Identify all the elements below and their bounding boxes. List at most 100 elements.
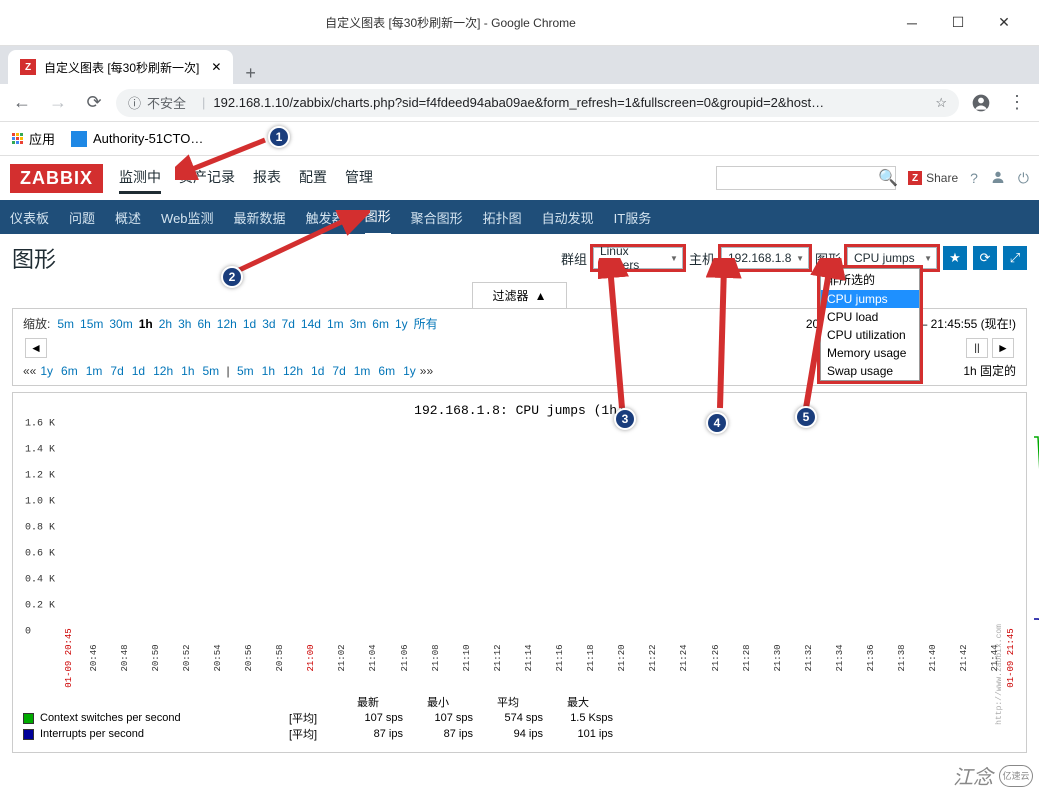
- x-axis-label: 21:28: [742, 644, 752, 671]
- time-shift-link[interactable]: 1m: [86, 364, 103, 378]
- time-left-button[interactable]: ◄: [25, 338, 47, 358]
- site-info-icon[interactable]: ⓘ: [128, 93, 141, 112]
- zoom-link[interactable]: 6m: [372, 317, 389, 331]
- subnav-item[interactable]: 拓扑图: [483, 200, 522, 235]
- topnav-item[interactable]: 报表: [253, 163, 281, 194]
- time-shift-link[interactable]: 6m: [378, 364, 395, 378]
- dropdown-option[interactable]: 非所选的: [821, 269, 919, 290]
- browser-tab-bar: Z 自定义图表 [每30秒刷新一次] ✕ +: [0, 46, 1039, 84]
- zoom-link[interactable]: 14d: [301, 317, 321, 331]
- time-shift-link[interactable]: 12h: [283, 364, 303, 378]
- topnav-item[interactable]: 监测中: [119, 163, 161, 194]
- time-shift-link[interactable]: 5m: [203, 364, 220, 378]
- subnav-item[interactable]: 触发器: [306, 200, 345, 235]
- subnav-item[interactable]: 概述: [115, 200, 141, 235]
- y-axis-label: 0.2 K: [25, 601, 55, 612]
- time-shift-link[interactable]: 1h: [181, 364, 194, 378]
- bookmark-item[interactable]: Authority-51CTO…: [71, 131, 203, 147]
- back-button[interactable]: ←: [8, 89, 36, 117]
- zoom-link[interactable]: 3m: [350, 317, 367, 331]
- zoom-link[interactable]: 所有: [414, 317, 438, 331]
- minimize-button[interactable]: ─: [889, 8, 935, 38]
- user-icon[interactable]: [990, 169, 1006, 188]
- zoom-link[interactable]: 1h: [139, 317, 153, 331]
- profile-icon[interactable]: [967, 89, 995, 117]
- time-shift-link[interactable]: 1d: [132, 364, 145, 378]
- graph-select-dropdown[interactable]: 非所选的CPU jumpsCPU loadCPU utilizationMemo…: [820, 268, 920, 381]
- subnav-item[interactable]: 问题: [69, 200, 95, 235]
- time-shift-link[interactable]: 7d: [332, 364, 345, 378]
- chrome-menu-icon[interactable]: ⋮: [1003, 89, 1031, 117]
- zabbix-search[interactable]: 🔍: [716, 166, 896, 190]
- dropdown-option[interactable]: Swap usage: [821, 362, 919, 380]
- close-window-button[interactable]: ✕: [981, 8, 1027, 38]
- subnav-item[interactable]: Web监测: [161, 200, 214, 235]
- time-shift-link: |: [223, 364, 233, 378]
- favorite-button[interactable]: ★: [943, 246, 967, 270]
- share-button[interactable]: Z Share: [908, 171, 958, 185]
- x-axis-label: 01-09 21:45: [1006, 628, 1016, 687]
- zoom-link[interactable]: 15m: [80, 317, 103, 331]
- time-shift-link[interactable]: 1y: [403, 364, 416, 378]
- zoom-link[interactable]: 6h: [197, 317, 210, 331]
- zoom-link[interactable]: 3d: [262, 317, 275, 331]
- tab-close-button[interactable]: ✕: [199, 60, 221, 74]
- zoom-link[interactable]: 30m: [109, 317, 132, 331]
- dropdown-option[interactable]: CPU utilization: [821, 326, 919, 344]
- y-axis-label: 0.4 K: [25, 575, 55, 586]
- refresh-button[interactable]: ⟳: [973, 246, 997, 270]
- time-shift-left-links: ««1y6m1m7d1d12h1h5m | 5m1h12h1d7d1m6m1y»…: [23, 364, 433, 378]
- x-axis-label: 21:44: [990, 644, 1000, 671]
- topnav-item[interactable]: 配置: [299, 163, 327, 194]
- forward-button[interactable]: →: [44, 89, 72, 117]
- subnav-item[interactable]: 自动发现: [542, 200, 594, 235]
- time-shift-link[interactable]: 1h: [262, 364, 275, 378]
- subnav-item[interactable]: IT服务: [614, 200, 652, 235]
- topnav-item[interactable]: 管理: [345, 163, 373, 194]
- time-pause-button[interactable]: ||: [966, 338, 988, 358]
- browser-tab[interactable]: Z 自定义图表 [每30秒刷新一次] ✕: [8, 50, 233, 84]
- time-right-button[interactable]: ►: [992, 338, 1014, 358]
- reload-button[interactable]: ⟳: [80, 89, 108, 117]
- dropdown-option[interactable]: Memory usage: [821, 344, 919, 362]
- time-shift-link[interactable]: 7d: [110, 364, 123, 378]
- subnav-item[interactable]: 聚合图形: [411, 200, 463, 235]
- dropdown-option[interactable]: CPU load: [821, 308, 919, 326]
- logout-icon[interactable]: ⏻: [1018, 170, 1029, 187]
- zoom-link[interactable]: 12h: [217, 317, 237, 331]
- time-shift-link[interactable]: 5m: [237, 364, 254, 378]
- search-input[interactable]: [723, 171, 878, 185]
- zoom-link[interactable]: 1m: [327, 317, 344, 331]
- x-axis-label: 21:20: [617, 644, 627, 671]
- zoom-link[interactable]: 3h: [178, 317, 191, 331]
- subnav-item[interactable]: 仪表板: [10, 200, 49, 235]
- dropdown-option[interactable]: CPU jumps: [821, 290, 919, 308]
- zabbix-logo[interactable]: ZABBIX: [10, 164, 103, 193]
- zoom-link[interactable]: 5m: [57, 317, 74, 331]
- new-tab-button[interactable]: +: [233, 63, 268, 84]
- zoom-link[interactable]: 2h: [159, 317, 172, 331]
- zoom-link[interactable]: 1y: [395, 317, 408, 331]
- time-shift-link[interactable]: 6m: [61, 364, 78, 378]
- time-shift-link[interactable]: 12h: [153, 364, 173, 378]
- topnav-item[interactable]: 资产记录: [179, 163, 235, 194]
- time-shift-link[interactable]: 1m: [354, 364, 371, 378]
- maximize-button[interactable]: ☐: [935, 8, 981, 38]
- zoom-link[interactable]: 1d: [243, 317, 256, 331]
- address-bar[interactable]: ⓘ 不安全 | 192.168.1.10/zabbix/charts.php?s…: [116, 89, 959, 117]
- apps-shortcut[interactable]: 应用: [12, 129, 55, 148]
- host-select[interactable]: 192.168.1.8: [721, 247, 809, 269]
- help-icon[interactable]: ?: [970, 170, 978, 186]
- zoom-link[interactable]: 7d: [282, 317, 295, 331]
- time-shift-link[interactable]: 1d: [311, 364, 324, 378]
- fullscreen-button[interactable]: ⤢: [1003, 246, 1027, 270]
- graph-select[interactable]: CPU jumps: [847, 247, 937, 269]
- subnav-item[interactable]: 图形: [365, 198, 391, 236]
- subnav-item[interactable]: 最新数据: [234, 200, 286, 235]
- x-axis-label: 21:02: [337, 644, 347, 671]
- group-select[interactable]: Linux servers: [593, 247, 683, 269]
- search-icon[interactable]: 🔍: [878, 168, 898, 188]
- filter-toggle[interactable]: 过滤器 ▲: [472, 282, 568, 308]
- time-shift-link[interactable]: 1y: [40, 364, 53, 378]
- bookmark-star-icon[interactable]: ☆: [935, 95, 947, 111]
